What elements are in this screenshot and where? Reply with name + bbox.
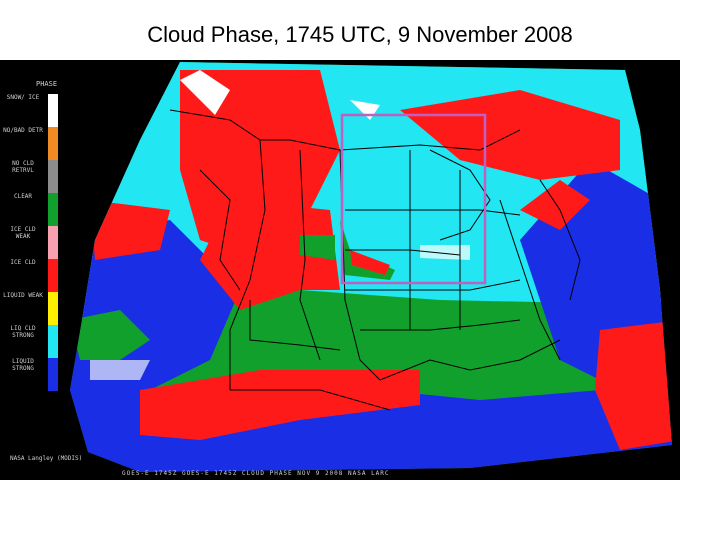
legend-label: LIQUID WEAK — [3, 292, 43, 299]
legend-swatch — [48, 160, 58, 193]
legend-label: ICE CLD WEAK — [10, 226, 36, 240]
study-area-box — [340, 113, 487, 285]
image-credit: NASA Langley (MODIS) — [10, 455, 83, 462]
legend-label: NO CLD RETRVL — [12, 160, 34, 174]
speckle-patch — [90, 360, 150, 380]
legend-label: SNOW/ ICE — [6, 94, 40, 101]
legend-label: LIQ CLD STRONG — [10, 325, 36, 339]
snow-patch-north — [180, 70, 230, 115]
snow-patch-lakes — [420, 245, 470, 260]
legend-swatch — [48, 226, 58, 259]
clear-patch-west — [70, 310, 150, 360]
legend-label: NO/BAD DETR — [3, 127, 43, 134]
legend-swatch — [48, 358, 58, 391]
legend-swatch — [48, 94, 58, 127]
phase-legend: PHASE SNOW/ ICE NO/BAD DETR NO CLD RETRV… — [0, 60, 70, 480]
legend-label: ICE CLD — [10, 259, 36, 266]
ice-band-south — [140, 370, 420, 440]
ice-region-pacific — [90, 200, 170, 260]
slide-title: Cloud Phase, 1745 UTC, 9 November 2008 — [147, 22, 573, 47]
satellite-image: PHASE SNOW/ ICE NO/BAD DETR NO CLD RETRV… — [0, 60, 680, 480]
legend-label: LIQUID STRONG — [12, 358, 34, 372]
image-status-line: GOES-E 1745Z GOES-E 1745Z CLOUD PHASE NO… — [122, 470, 390, 477]
legend-swatch — [48, 193, 58, 226]
clear-patch-rockies — [300, 235, 335, 260]
ice-region-east — [520, 180, 590, 230]
cloud-phase-map — [70, 62, 672, 472]
legend-header: PHASE — [36, 80, 58, 88]
legend-label: CLEAR — [13, 193, 33, 200]
ice-region-atlantic — [595, 320, 672, 450]
legend-swatch — [48, 325, 58, 358]
legend-swatch — [48, 292, 58, 325]
ice-streak-plains — [350, 250, 390, 275]
legend-swatch — [48, 127, 58, 160]
legend-swatch — [48, 259, 58, 292]
